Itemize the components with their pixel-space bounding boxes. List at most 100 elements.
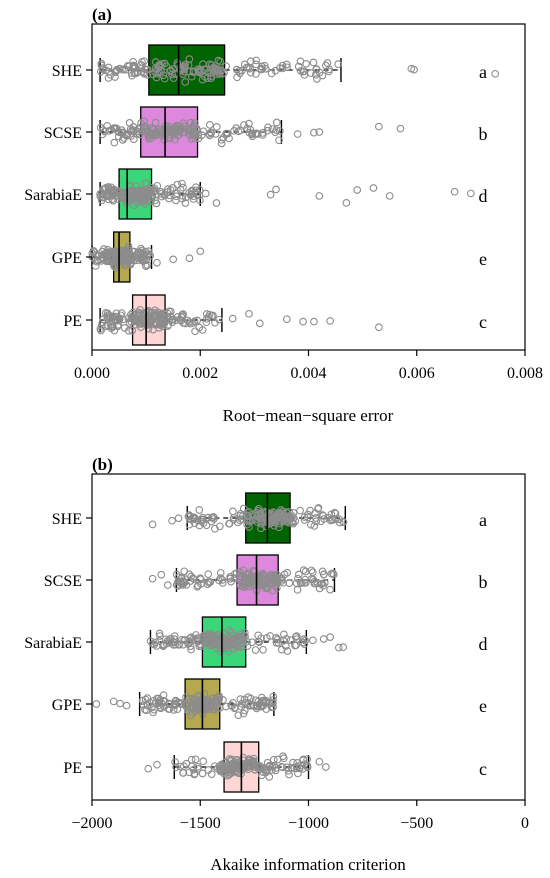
panel-a: (a) a b d e c 0.000 0.002 0.004 0.006 0.008 SHE SC…	[24, 5, 543, 425]
data-point	[213, 66, 221, 75]
data-point	[282, 60, 291, 69]
data-point	[218, 579, 227, 587]
outlier-point	[491, 69, 500, 78]
data-point	[205, 120, 214, 129]
data-point	[199, 60, 207, 68]
outlier-point	[212, 199, 221, 207]
outlier-point	[266, 190, 275, 199]
data-point	[124, 246, 133, 255]
data-point	[149, 708, 158, 717]
data-point	[150, 313, 159, 321]
group-letter-SCSE: b	[479, 124, 488, 144]
data-point	[282, 763, 291, 772]
data-point	[300, 760, 309, 769]
outlier-point	[375, 323, 383, 332]
data-point	[100, 245, 108, 253]
data-point	[155, 320, 164, 329]
group-letter-SHE: a	[479, 510, 487, 530]
data-point	[232, 124, 241, 133]
data-point	[299, 635, 308, 643]
data-point	[215, 576, 223, 585]
outlier-point	[153, 760, 161, 769]
data-point	[179, 578, 188, 587]
data-point	[275, 136, 283, 145]
data-point	[299, 756, 308, 764]
data-point	[179, 319, 188, 327]
data-point	[279, 578, 288, 587]
data-point	[158, 60, 166, 68]
data-point	[217, 139, 226, 148]
data-point	[265, 773, 274, 781]
data-point	[181, 636, 189, 644]
data-point	[203, 580, 212, 589]
data-point	[335, 518, 344, 527]
data-point	[207, 517, 216, 526]
data-point	[160, 191, 169, 200]
data-point	[142, 706, 151, 715]
outlier-point	[339, 643, 347, 652]
data-point	[240, 706, 249, 715]
data-point	[119, 128, 128, 137]
data-point	[220, 629, 229, 638]
data-point	[324, 514, 333, 522]
data-point	[227, 765, 236, 773]
data-point	[252, 56, 261, 65]
data-point	[259, 768, 267, 776]
data-point	[307, 69, 315, 77]
data-point	[190, 770, 199, 779]
outlier-point	[310, 317, 318, 326]
data-point	[278, 516, 287, 524]
outlier-point	[326, 633, 335, 641]
data-point	[170, 635, 179, 644]
data-point	[278, 61, 287, 70]
data-point	[214, 56, 223, 65]
data-point	[143, 261, 152, 269]
data-point	[215, 704, 224, 712]
data-point	[204, 570, 213, 578]
data-point	[211, 698, 219, 707]
data-point	[246, 64, 254, 73]
data-point	[186, 131, 194, 139]
data-point	[299, 566, 308, 574]
data-point	[244, 582, 253, 591]
data-point	[215, 315, 223, 324]
data-point	[173, 189, 181, 198]
data-point	[140, 196, 149, 205]
data-point	[151, 68, 160, 76]
data-point	[124, 326, 133, 335]
data-point	[217, 766, 226, 774]
data-point	[264, 123, 272, 132]
data-point	[192, 131, 200, 140]
panel-a-label: (a)	[92, 5, 112, 24]
data-point	[217, 763, 226, 772]
outlier-point	[467, 189, 475, 198]
data-point	[190, 696, 199, 705]
data-point	[245, 128, 254, 137]
data-point	[134, 312, 143, 321]
data-point	[296, 506, 304, 515]
panel-b-x-axis-label: Akaike information criterion	[210, 855, 406, 874]
data-point	[313, 579, 322, 588]
data-point	[155, 636, 164, 645]
data-point	[217, 66, 226, 75]
data-point	[253, 512, 262, 521]
y-tick-label: GPE	[52, 697, 82, 714]
data-point	[273, 755, 282, 764]
data-point	[299, 638, 307, 647]
data-point	[139, 127, 147, 136]
data-point	[160, 74, 169, 83]
data-point	[210, 705, 219, 714]
y-tick-label: SCSE	[44, 573, 82, 590]
data-point	[270, 761, 278, 770]
data-point	[272, 118, 281, 127]
data-point	[313, 75, 321, 83]
data-point	[143, 321, 151, 329]
group-letter-SHE: a	[479, 62, 487, 82]
outlier-point	[293, 130, 302, 138]
data-point	[91, 262, 100, 270]
outlier-point	[122, 701, 131, 710]
data-point	[252, 70, 260, 78]
data-point	[278, 64, 287, 73]
data-point	[216, 522, 224, 531]
